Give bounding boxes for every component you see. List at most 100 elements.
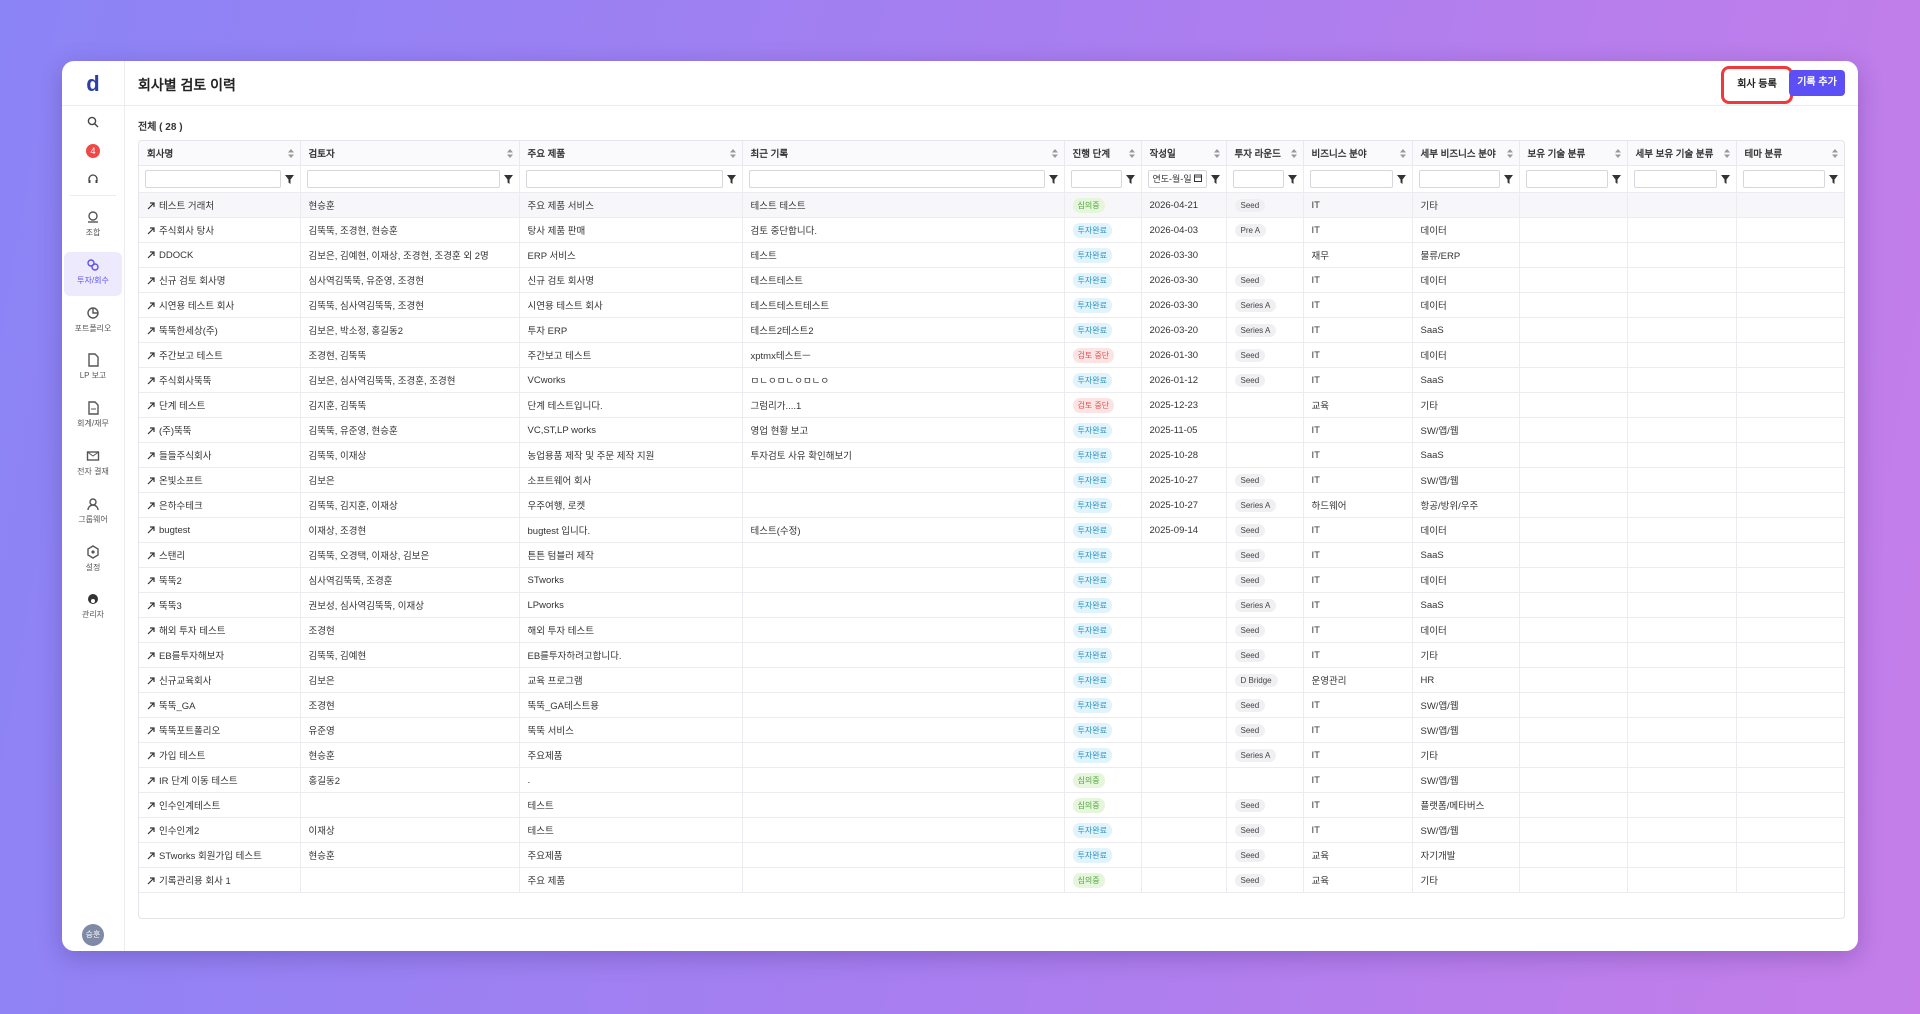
table-row[interactable]: EB를투자해보자 김뚝뚝, 김예현 EB를투자하려고합니다. 투자완료 Seed IT 기타 xyxy=(139,642,1844,668)
column-header[interactable]: 투자 라운드 xyxy=(1226,141,1304,166)
nav-item[interactable]: 조합 xyxy=(64,204,122,248)
table-row[interactable]: 주식회사뚝뚝 김보은, 심사역김뚝뚝, 조경훈, 조경현 VCworks ㅁㄴㅇㅁㄴㅇ… xyxy=(139,367,1844,393)
nav-item[interactable]: 그룹웨어 xyxy=(64,491,122,535)
table-row[interactable]: 뚝뚝포트폴리오 유준영 뚝뚝 서비스 투자완료 Seed IT SW/앱/웹 xyxy=(139,717,1844,743)
table-row[interactable]: STworks 회원가입 테스트 현승훈 주요제품 투자완료 Seed 교육 자기개발 xyxy=(139,842,1844,868)
filter-input[interactable] xyxy=(1309,170,1393,188)
filter-icon[interactable] xyxy=(1720,174,1730,184)
filter-icon[interactable] xyxy=(1828,174,1838,184)
nav-item[interactable]: 설정 xyxy=(64,539,122,583)
sort-icon[interactable] xyxy=(1051,149,1058,158)
column-header[interactable]: 비즈니스 분야 xyxy=(1303,141,1413,166)
company-link[interactable]: 뚝뚝한세상(주) xyxy=(147,326,218,337)
filter-icon[interactable] xyxy=(1048,174,1058,184)
filter-input[interactable] xyxy=(306,170,500,188)
company-link[interactable]: 뚝뚝3 xyxy=(147,601,182,612)
company-link[interactable]: 뚝뚝2 xyxy=(147,576,182,587)
filter-icon[interactable] xyxy=(1125,174,1135,184)
company-link[interactable]: 시연용 테스트 회사 xyxy=(147,301,234,312)
company-link[interactable]: 가입 테스트 xyxy=(147,751,205,762)
filter-icon[interactable] xyxy=(1287,174,1297,184)
company-link[interactable]: bugtest xyxy=(147,525,190,536)
table-row[interactable]: 뚝뚝_GA 조경현 뚝뚝_GA테스트용 투자완료 Seed IT SW/앱/웹 xyxy=(139,692,1844,718)
add-record-button[interactable]: 기록 추가 xyxy=(1789,70,1845,96)
column-header[interactable]: 보유 기술 분류 xyxy=(1519,141,1628,166)
table-row[interactable]: 주식회사 탕사 김뚝뚝, 조경현, 현승훈 탕사 제품 판매 검토 중단합니다. 투자완… xyxy=(139,217,1844,243)
filter-input[interactable] xyxy=(748,170,1045,188)
filter-icon[interactable] xyxy=(284,174,294,184)
table-row[interactable]: 해외 투자 테스트 조경현 해외 투자 테스트 투자완료 Seed IT 데이터 xyxy=(139,617,1844,643)
sort-icon[interactable] xyxy=(1213,149,1220,158)
company-link[interactable]: 기록관리용 회사 1 xyxy=(147,876,231,887)
column-header[interactable]: 최근 기록 xyxy=(742,141,1065,166)
nav-item[interactable]: 관리자 xyxy=(64,586,122,630)
sort-icon[interactable] xyxy=(1831,149,1838,158)
filter-input[interactable] xyxy=(1633,170,1717,188)
filter-input[interactable] xyxy=(1525,170,1608,188)
table-row[interactable]: IR 단계 이동 테스트 홍길동2. 심의중 IT SW/앱/웹 xyxy=(139,767,1844,793)
company-link[interactable]: 신규교육회사 xyxy=(147,676,211,687)
company-link[interactable]: 스탠리 xyxy=(147,551,185,562)
company-link[interactable]: 뚝뚝포트폴리오 xyxy=(147,726,220,737)
table-row[interactable]: 테스트 거래처 현승훈 주요 제품 서비스 테스트 테스트 심의중 2026-04-21 S… xyxy=(139,192,1844,218)
filter-input[interactable] xyxy=(525,170,723,188)
filter-icon[interactable] xyxy=(1503,174,1513,184)
notification-badge[interactable]: 4 xyxy=(86,144,100,158)
company-link[interactable]: EB를투자해보자 xyxy=(147,651,224,662)
filter-icon[interactable] xyxy=(1611,174,1621,184)
company-link[interactable]: 인수인계테스트 xyxy=(147,801,220,812)
table-row[interactable]: 뚝뚝2 심사역김뚝뚝, 조경훈 STworks 투자완료 Seed IT 데이터 xyxy=(139,567,1844,593)
table-row[interactable]: 가입 테스트 현승훈 주요제품 투자완료 Series A IT 기타 xyxy=(139,742,1844,768)
sort-icon[interactable] xyxy=(1614,149,1621,158)
sort-icon[interactable] xyxy=(729,149,736,158)
column-header[interactable]: 검토자 xyxy=(300,141,520,166)
filter-icon[interactable] xyxy=(503,174,513,184)
search-icon[interactable] xyxy=(62,116,124,128)
table-row[interactable]: (주)뚝뚝 김뚝뚝, 유준영, 현승훈 VC,ST,LP works 영업 현황 보고… xyxy=(139,417,1844,443)
table-row[interactable]: bugtest 이재상, 조경현 bugtest 입니다. 테스트(수정) 투자완료 20… xyxy=(139,517,1844,543)
company-link[interactable]: STworks 회원가입 테스트 xyxy=(147,851,262,862)
company-link[interactable]: 온빛소프트 xyxy=(147,476,203,487)
nav-item[interactable]: LP 보고 xyxy=(64,347,122,391)
column-header[interactable]: 테마 분류 xyxy=(1736,141,1844,166)
register-company-button[interactable]: 회사 등록 xyxy=(1721,66,1793,104)
column-header[interactable]: 주요 제품 xyxy=(519,141,743,166)
sort-icon[interactable] xyxy=(1128,149,1135,158)
sort-icon[interactable] xyxy=(287,149,294,158)
table-row[interactable]: 주간보고 테스트 조경현, 김뚝뚝 주간보고 테스트 xptmx테스트ㅡ 검토 중단 20… xyxy=(139,342,1844,368)
filter-icon[interactable] xyxy=(1396,174,1406,184)
filter-input[interactable] xyxy=(1742,170,1825,188)
sort-icon[interactable] xyxy=(506,149,513,158)
table-row[interactable]: 인수인계2 이재상 테스트 투자완료 Seed IT SW/앱/웹 xyxy=(139,817,1844,843)
column-header[interactable]: 회사명 xyxy=(139,141,301,166)
table-row[interactable]: 신규교육회사 김보은 교육 프로그램 투자완료 D Bridge 운영관리 HR xyxy=(139,667,1844,693)
company-link[interactable]: 인수인계2 xyxy=(147,826,199,837)
nav-item[interactable]: 투자/회수 xyxy=(64,251,122,296)
table-row[interactable]: 뚝뚝한세상(주) 김보은, 박소정, 홍길동2 투자 ERP 테스트2테스트2 투자완료… xyxy=(139,317,1844,343)
table-row[interactable]: 들들주식회사 김뚝뚝, 이재상 농업용품 제작 및 주문 제작 지원 투자검토 사유 … xyxy=(139,442,1844,468)
table-row[interactable]: 은하수테크 김뚝뚝, 김지훈, 이재상 우주여행, 로켓 투자완료 2025-10-27… xyxy=(139,492,1844,518)
table-row[interactable]: DDOCK 김보은, 김예현, 이재상, 조경현, 조경훈 외 2명 ERP 서비스… xyxy=(139,242,1844,268)
company-link[interactable]: 해외 투자 테스트 xyxy=(147,626,225,637)
filter-input[interactable] xyxy=(145,170,281,188)
filter-input[interactable] xyxy=(1232,170,1284,188)
column-header[interactable]: 세부 비즈니스 분야 xyxy=(1412,141,1520,166)
filter-input[interactable] xyxy=(1418,170,1500,188)
sort-icon[interactable] xyxy=(1290,149,1297,158)
company-link[interactable]: 은하수테크 xyxy=(147,501,203,512)
company-link[interactable]: 주간보고 테스트 xyxy=(147,351,223,362)
column-header[interactable]: 세부 보유 기술 분류 xyxy=(1627,141,1737,166)
company-link[interactable]: (주)뚝뚝 xyxy=(147,426,192,437)
table-row[interactable]: 단계 테스트 김지훈, 김뚝뚝 단계 테스트입니다. 그럼리가....1 검토 중단 20… xyxy=(139,392,1844,418)
nav-item[interactable]: 포트폴리오 xyxy=(64,300,122,344)
table-row[interactable]: 기록관리용 회사 1 주요 제품 심의중 Seed 교육 기타 xyxy=(139,867,1844,893)
table-row[interactable]: 시연용 테스트 회사 김뚝뚝, 심사역김뚝뚝, 조경현 시연용 테스트 회사 테스트테… xyxy=(139,292,1844,318)
company-link[interactable]: IR 단계 이동 테스트 xyxy=(147,776,238,787)
nav-item[interactable]: 전자 결재 xyxy=(64,443,122,487)
table-row[interactable]: 스탠리 김뚝뚝, 오경택, 이재상, 김보은 튼튼 텀블러 제작 투자완료 Seed IT… xyxy=(139,542,1844,568)
table-row[interactable]: 뚝뚝3 권보성, 심사역김뚝뚝, 이재상 LPworks 투자완료 Series A IT… xyxy=(139,592,1844,618)
nav-item[interactable]: 회계/재무 xyxy=(64,395,122,439)
calendar-icon[interactable] xyxy=(1194,174,1203,182)
company-link[interactable]: 신규 검토 회사명 xyxy=(147,276,225,287)
support-icon[interactable] xyxy=(62,173,124,185)
